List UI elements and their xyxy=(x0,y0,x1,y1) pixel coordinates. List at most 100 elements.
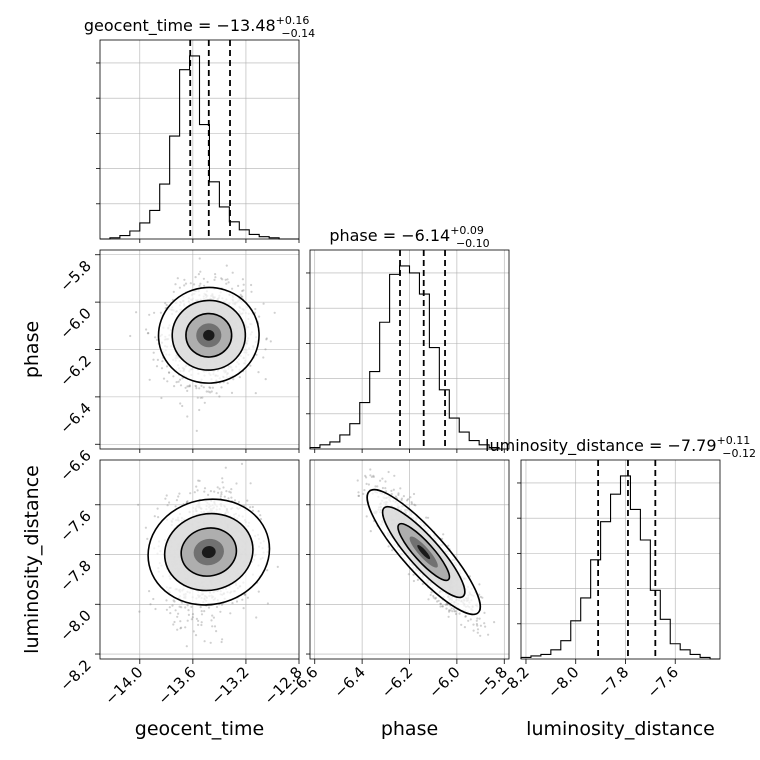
sample-point xyxy=(241,295,244,298)
sample-point xyxy=(409,496,412,499)
sample-point xyxy=(148,590,151,593)
sample-point xyxy=(255,353,258,356)
y-tick-label: −8.0 xyxy=(56,606,94,644)
sample-point xyxy=(186,500,189,503)
sample-point xyxy=(207,390,210,393)
sample-point xyxy=(203,401,206,404)
sample-point xyxy=(439,602,442,606)
sample-point xyxy=(479,595,482,598)
y-axis-label-phase: phase xyxy=(21,321,43,378)
sample-point xyxy=(160,396,163,400)
sample-point xyxy=(186,604,189,607)
sample-point xyxy=(219,495,222,498)
y-tick-label: −8.2 xyxy=(56,656,94,694)
sample-point xyxy=(242,289,245,292)
sample-point xyxy=(412,579,415,583)
sample-point xyxy=(476,624,479,627)
sample-point xyxy=(276,565,279,569)
sample-point xyxy=(172,375,175,378)
sample-point xyxy=(211,386,214,389)
sample-point xyxy=(183,284,186,287)
sample-point xyxy=(226,382,229,385)
sample-point xyxy=(197,479,200,482)
sample-point xyxy=(193,491,196,494)
sample-point xyxy=(203,284,206,287)
sample-point xyxy=(197,623,200,627)
sample-point xyxy=(250,283,253,287)
sample-point xyxy=(372,475,375,478)
y-tick-label: −7.6 xyxy=(56,507,94,545)
sample-point xyxy=(241,278,244,281)
sample-point xyxy=(362,492,365,495)
sample-point xyxy=(230,488,233,491)
sample-point xyxy=(432,596,435,599)
sample-point xyxy=(251,505,254,509)
sample-point xyxy=(439,605,442,608)
sample-point xyxy=(156,358,159,361)
contour-line xyxy=(171,299,247,371)
sample-point xyxy=(400,497,403,500)
panel-hist-geocent_time xyxy=(99,39,300,240)
sample-point xyxy=(210,619,213,622)
panel-hist-luminosity_distance xyxy=(520,459,721,660)
sample-point xyxy=(242,283,245,286)
sample-point xyxy=(479,624,482,627)
sample-point xyxy=(166,504,169,507)
sample-point xyxy=(213,490,216,493)
sample-point xyxy=(220,491,223,494)
sample-point xyxy=(179,402,182,405)
sample-point xyxy=(168,606,171,609)
sample-point xyxy=(199,606,202,609)
sample-point xyxy=(145,328,148,331)
sample-point xyxy=(441,537,444,541)
sample-point xyxy=(148,313,151,316)
contour-line xyxy=(366,488,482,616)
sample-point xyxy=(262,302,265,305)
sample-point xyxy=(138,610,141,613)
sample-point xyxy=(172,623,175,626)
x-tick-label: −6.0 xyxy=(425,663,463,701)
sample-point xyxy=(152,351,155,354)
sample-point xyxy=(241,598,244,601)
sample-point xyxy=(194,634,198,637)
x-tick-label: −8.0 xyxy=(544,663,582,701)
sample-point xyxy=(257,510,260,513)
sample-point xyxy=(149,603,152,606)
sample-point xyxy=(195,617,198,621)
sample-point xyxy=(365,476,368,479)
sample-point xyxy=(399,487,402,490)
sample-point xyxy=(257,590,260,593)
sample-point xyxy=(447,544,450,547)
sample-point xyxy=(432,594,435,598)
sample-point xyxy=(414,504,417,507)
sample-point xyxy=(249,482,252,485)
sample-point xyxy=(370,475,373,478)
sample-point xyxy=(231,287,234,290)
sample-point xyxy=(198,257,201,260)
sample-point xyxy=(445,607,448,610)
sample-point xyxy=(220,640,223,644)
sample-point xyxy=(235,600,239,603)
sample-point xyxy=(250,290,253,293)
sample-point xyxy=(177,380,180,383)
sample-point xyxy=(464,615,467,618)
sample-point xyxy=(369,530,372,533)
sample-point xyxy=(172,290,175,293)
sample-point xyxy=(254,392,257,395)
sample-point xyxy=(153,515,156,518)
sample-point xyxy=(484,625,487,628)
x-tick-label: −14.0 xyxy=(101,663,146,708)
sample-point xyxy=(197,619,200,623)
sample-point xyxy=(237,284,240,287)
sample-point xyxy=(187,609,190,612)
sample-point xyxy=(178,605,181,608)
sample-point xyxy=(487,633,490,636)
sample-point xyxy=(225,282,228,285)
sample-point xyxy=(381,486,384,490)
sample-point xyxy=(445,602,448,605)
sample-point xyxy=(406,499,409,502)
sample-point xyxy=(365,482,368,485)
x-tick-label: −6.4 xyxy=(330,663,368,701)
sample-point xyxy=(265,338,268,341)
sample-point xyxy=(223,495,226,498)
